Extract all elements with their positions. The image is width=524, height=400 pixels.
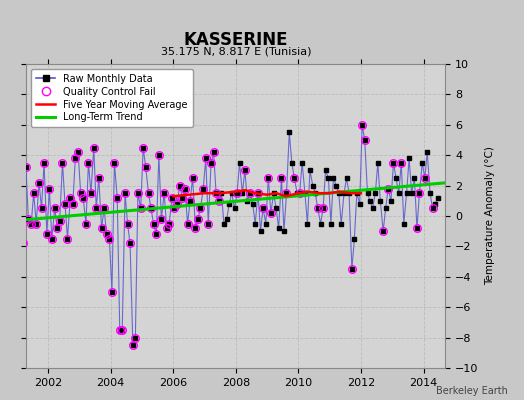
- Legend: Raw Monthly Data, Quality Control Fail, Five Year Moving Average, Long-Term Tren: Raw Monthly Data, Quality Control Fail, …: [31, 69, 192, 127]
- Y-axis label: Temperature Anomaly (°C): Temperature Anomaly (°C): [485, 146, 495, 286]
- Text: Berkeley Earth: Berkeley Earth: [436, 386, 508, 396]
- Text: 35.175 N, 8.817 E (Tunisia): 35.175 N, 8.817 E (Tunisia): [160, 47, 311, 57]
- Title: KASSERINE: KASSERINE: [183, 30, 288, 48]
